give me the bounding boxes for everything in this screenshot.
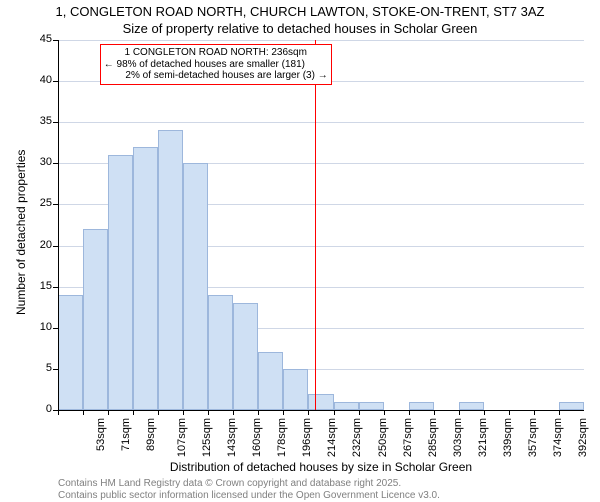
histogram-bar xyxy=(334,402,359,410)
y-tick-label: 25 xyxy=(30,197,52,209)
annotation-line: ← 98% of detached houses are smaller (18… xyxy=(104,59,328,71)
x-tick-label: 285sqm xyxy=(427,418,439,457)
x-tick-label: 53sqm xyxy=(95,418,107,451)
footer-line2: Contains public sector information licen… xyxy=(58,490,440,502)
histogram-bar xyxy=(208,295,233,410)
histogram-bar xyxy=(359,402,384,410)
x-tick-label: 357sqm xyxy=(527,418,539,457)
histogram-bar xyxy=(283,369,308,410)
x-tick-label: 232sqm xyxy=(352,418,364,457)
y-axis-line xyxy=(58,40,59,410)
y-tick-label: 15 xyxy=(30,280,52,292)
x-tick-label: 107sqm xyxy=(176,418,188,457)
y-tick-label: 45 xyxy=(30,33,52,45)
histogram-bar xyxy=(233,303,258,410)
gridline-h xyxy=(58,40,584,41)
histogram-bar xyxy=(158,130,183,410)
x-tick-label: 178sqm xyxy=(276,418,288,457)
histogram-bar xyxy=(559,402,584,410)
marker-line xyxy=(315,40,316,410)
histogram-bar xyxy=(258,352,283,410)
x-tick-label: 303sqm xyxy=(452,418,464,457)
histogram-bar xyxy=(308,394,333,410)
x-tick-label: 267sqm xyxy=(402,418,414,457)
annotation-line: 1 CONGLETON ROAD NORTH: 236sqm xyxy=(104,47,328,59)
x-tick-label: 71sqm xyxy=(120,418,132,451)
chart-title-line1: 1, CONGLETON ROAD NORTH, CHURCH LAWTON, … xyxy=(0,4,600,19)
histogram-bar xyxy=(409,402,434,410)
histogram-bar xyxy=(108,155,133,410)
gridline-h xyxy=(58,122,584,123)
x-tick-label: 89sqm xyxy=(145,418,157,451)
x-tick-label: 125sqm xyxy=(201,418,213,457)
x-tick-label: 160sqm xyxy=(251,418,263,457)
plot-area: 1 CONGLETON ROAD NORTH: 236sqm← 98% of d… xyxy=(58,40,584,410)
x-axis-line xyxy=(58,410,584,411)
histogram-bar xyxy=(183,163,208,410)
y-tick-label: 10 xyxy=(30,321,52,333)
x-tick-label: 374sqm xyxy=(552,418,564,457)
x-axis-label: Distribution of detached houses by size … xyxy=(58,460,584,474)
chart-subtitle: Size of property relative to detached ho… xyxy=(0,21,600,36)
x-tick-label: 143sqm xyxy=(226,418,238,457)
histogram-bar xyxy=(459,402,484,410)
x-tick-label: 250sqm xyxy=(377,418,389,457)
histogram-bar xyxy=(58,295,83,410)
footer-line1: Contains HM Land Registry data © Crown c… xyxy=(58,478,440,490)
y-tick-label: 20 xyxy=(30,239,52,251)
x-tick-label: 339sqm xyxy=(502,418,514,457)
annotation-line: 2% of semi-detached houses are larger (3… xyxy=(104,70,328,82)
y-tick-label: 0 xyxy=(30,403,52,415)
x-tick-label: 321sqm xyxy=(477,418,489,457)
x-tick-label: 392sqm xyxy=(577,418,589,457)
histogram-bar xyxy=(83,229,108,410)
annotation-box: 1 CONGLETON ROAD NORTH: 236sqm← 98% of d… xyxy=(100,44,332,85)
y-axis-label: Number of detached properties xyxy=(14,150,28,315)
footer-attribution: Contains HM Land Registry data © Crown c… xyxy=(58,478,440,502)
y-tick-label: 5 xyxy=(30,362,52,374)
y-tick-label: 40 xyxy=(30,74,52,86)
x-tick-label: 196sqm xyxy=(302,418,314,457)
x-tick-label: 214sqm xyxy=(327,418,339,457)
y-tick-label: 30 xyxy=(30,156,52,168)
y-tick-label: 35 xyxy=(30,115,52,127)
histogram-bar xyxy=(133,147,158,410)
